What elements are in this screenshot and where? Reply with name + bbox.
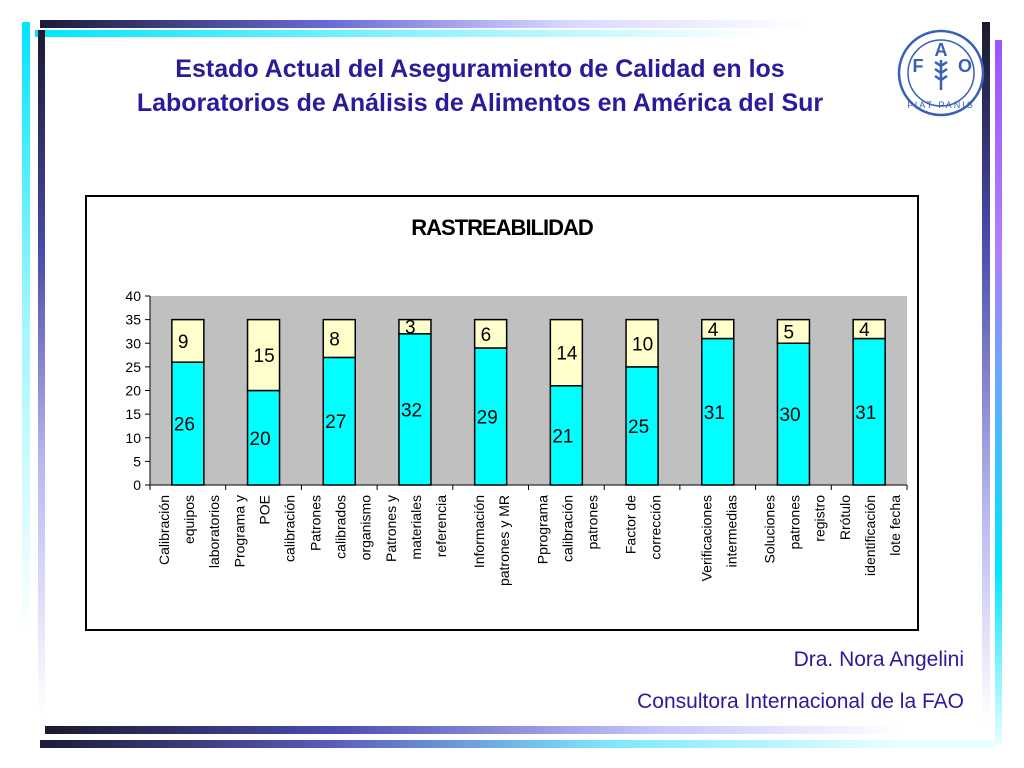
x-category-label: Factor de	[623, 495, 639, 554]
x-category-label: Verificaciones	[698, 495, 714, 581]
x-category-label: patrones	[786, 495, 802, 549]
slide-title: Estado Actual del Aseguramiento de Calid…	[80, 52, 880, 120]
data-label-top: 4	[708, 320, 719, 341]
bar-segment-bottom	[246, 389, 281, 486]
data-label-top: 8	[329, 330, 340, 351]
x-category-label: calibrados	[332, 495, 348, 559]
data-label-bottom: 25	[628, 417, 649, 438]
data-label-top: 9	[178, 332, 189, 353]
bar-segment-bottom	[701, 337, 735, 486]
bar-segment-top	[852, 318, 886, 340]
x-category-label: intermedias	[723, 495, 739, 567]
right-gradient-bar-1	[982, 22, 990, 722]
data-label-bottom: 26	[174, 415, 195, 436]
x-category-label: Información	[471, 495, 487, 568]
logo-letter-a: A	[935, 40, 948, 60]
bar-segment-top	[625, 318, 659, 368]
bar-segment-top	[398, 318, 432, 335]
bar-segment-top	[246, 318, 281, 392]
bar-segment-bottom	[398, 333, 432, 486]
y-tick-label: 20	[125, 383, 141, 399]
x-category-label: patrones	[584, 495, 600, 549]
x-category-label: Programa y	[232, 495, 248, 567]
author-affiliation: Consultora Internacional de la FAO	[637, 690, 964, 713]
x-category-label: calibración	[559, 495, 575, 562]
x-category-label: Pprograma	[534, 495, 550, 564]
bar-segment-top	[322, 318, 356, 359]
bar-segment-bottom	[625, 366, 659, 486]
y-tick-label: 40	[125, 288, 141, 304]
y-tick-label: 30	[125, 335, 141, 351]
bottom-gradient-bar-2	[40, 740, 995, 748]
left-gradient-bar-1	[22, 22, 30, 742]
x-category-label: POE	[257, 495, 273, 525]
data-label-bottom: 31	[704, 403, 725, 424]
top-gradient-bar-1	[40, 20, 1000, 28]
x-category-label: equipos	[181, 495, 197, 544]
data-label-bottom: 27	[325, 412, 346, 433]
x-category-label: patrones y MR	[496, 495, 512, 586]
right-gradient-bar-2	[995, 40, 1002, 745]
y-tick-label: 25	[125, 359, 141, 375]
logo-letter-f: F	[913, 56, 924, 76]
data-label-top: 14	[556, 344, 578, 365]
bar-segment-bottom	[171, 361, 205, 486]
bar-segment-bottom	[473, 347, 508, 486]
bar-segment-top	[776, 318, 811, 344]
slide-title-line-2: Laboratorios de Análisis de Alimentos en…	[136, 89, 824, 117]
x-category-label: lote fecha	[887, 495, 903, 556]
data-label-bottom: 32	[401, 400, 422, 421]
logo-letter-o: O	[958, 56, 972, 76]
bar-segment-bottom	[549, 385, 584, 486]
x-category-label: materiales	[408, 495, 424, 560]
fao-logo-icon: F A O FIAT PANIS	[897, 29, 985, 117]
x-category-label: Soluciones	[761, 495, 777, 564]
data-label-top: 15	[254, 346, 275, 367]
data-label-bottom: 31	[855, 403, 876, 424]
y-tick-label: 15	[125, 406, 141, 422]
data-label-top: 3	[405, 318, 416, 339]
data-label-top: 4	[859, 320, 870, 341]
bar-segment-top	[549, 318, 584, 387]
data-label-top: 10	[632, 334, 653, 355]
x-category-label: organismo	[357, 495, 373, 561]
x-category-label: referencia	[433, 495, 449, 557]
chart-frame: RASTREABILIDAD 0 5 10 15 20 25 30 35 40 26 9 Calibr…	[85, 195, 919, 631]
x-category-label: corrección	[648, 495, 664, 560]
x-category-label: laboratorios	[206, 495, 222, 568]
left-gradient-bar-2	[38, 30, 45, 750]
bar-segment-top	[701, 318, 735, 340]
data-label-top: 5	[783, 322, 794, 343]
x-category-label: Patrones y	[383, 495, 399, 562]
chart-title: RASTREABILIDAD	[411, 215, 594, 240]
x-category-label: calibración	[282, 495, 298, 562]
x-category-label: Patrones	[307, 495, 323, 551]
author-name: Dra. Nora Angelini	[793, 648, 964, 671]
data-label-bottom: 21	[552, 426, 573, 447]
data-label-bottom: 20	[250, 429, 271, 450]
bar-segment-bottom	[776, 342, 811, 486]
x-category-label: registro	[811, 495, 827, 542]
x-category-label: Rrótulo	[837, 495, 853, 540]
logo-motto: FIAT PANIS	[907, 100, 975, 110]
y-tick-label: 10	[125, 430, 141, 446]
top-gradient-bar-2	[35, 30, 1005, 37]
bottom-gradient-bar-1	[45, 726, 995, 734]
y-tick-label: 0	[133, 477, 141, 493]
bar-segment-top	[171, 318, 205, 363]
data-label-bottom: 30	[779, 405, 800, 426]
x-category-label: identificación	[862, 495, 878, 576]
data-label-top: 6	[481, 325, 492, 346]
bar-segment-top	[473, 318, 508, 349]
bar-segment-bottom	[322, 356, 356, 486]
data-label-bottom: 29	[477, 407, 498, 428]
y-tick-label: 5	[133, 453, 141, 469]
y-tick-label: 35	[125, 312, 141, 328]
slide-title-line-1: Estado Actual del Aseguramiento de Calid…	[175, 55, 785, 83]
x-category-label: Calibración	[156, 495, 172, 565]
